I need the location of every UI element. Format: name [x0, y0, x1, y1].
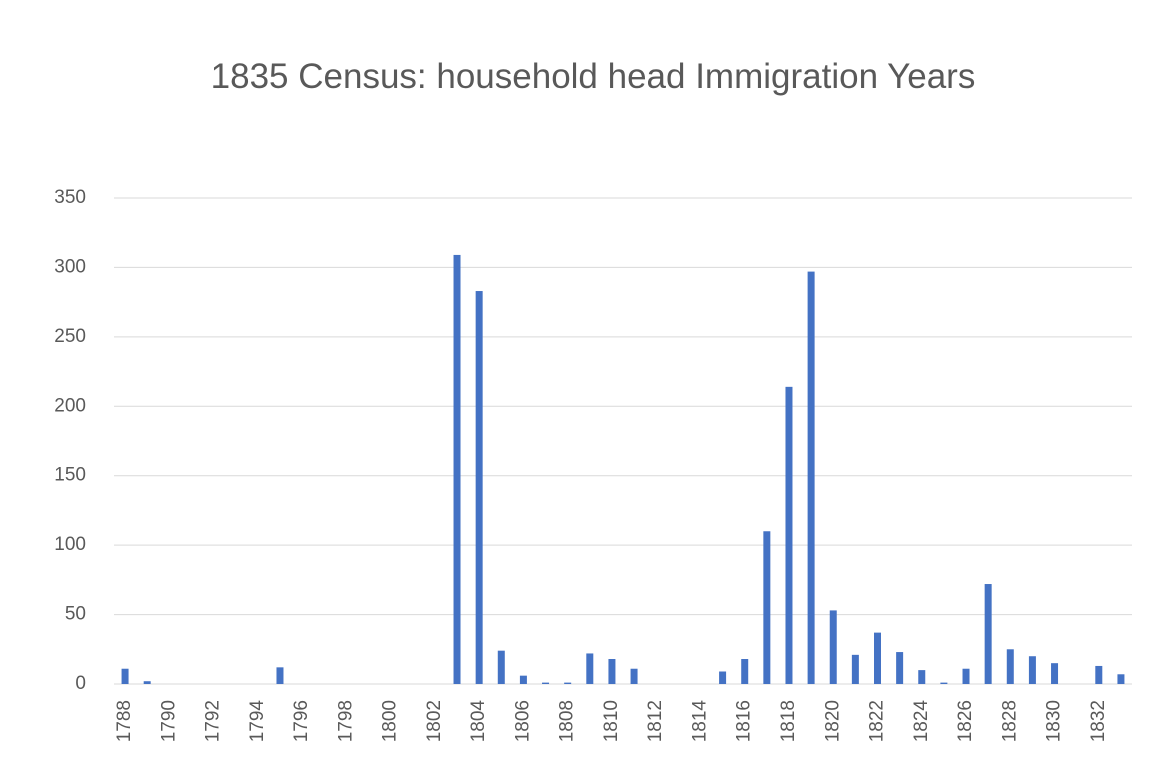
x-tick-label: 1802 — [424, 700, 445, 742]
chart-title: 1835 Census: household head Immigration … — [210, 57, 976, 96]
bar — [807, 271, 815, 684]
x-tick-label: 1822 — [867, 700, 888, 742]
bar — [763, 531, 771, 684]
bar — [962, 668, 970, 684]
x-tick-label: 1826 — [955, 700, 976, 742]
x-tick-label: 1790 — [158, 700, 179, 742]
x-tick-label: 1806 — [512, 700, 533, 742]
bar — [1028, 656, 1036, 684]
bar — [940, 682, 948, 684]
x-tick-label: 1820 — [822, 700, 843, 742]
y-tick-label: 150 — [54, 465, 86, 486]
bar — [143, 681, 151, 684]
x-tick-label: 1810 — [601, 700, 622, 742]
x-tick-label: 1828 — [999, 700, 1020, 742]
bar — [1117, 674, 1125, 684]
x-tick-label: 1800 — [380, 700, 401, 742]
bar — [851, 654, 859, 684]
y-tick-label: 50 — [65, 604, 86, 625]
x-tick-label: 1792 — [203, 700, 224, 742]
bar — [896, 652, 904, 684]
bar — [608, 659, 616, 684]
y-tick-label: 200 — [54, 395, 86, 416]
bar — [564, 682, 572, 684]
bar — [276, 667, 284, 684]
x-tick-label: 1794 — [247, 700, 268, 743]
x-tick-label: 1812 — [645, 700, 666, 742]
bar — [542, 682, 550, 684]
bar — [785, 386, 793, 684]
x-tick-label: 1832 — [1088, 700, 1109, 742]
y-tick-label: 100 — [54, 534, 86, 555]
bar — [874, 632, 881, 684]
x-tick-label: 1798 — [335, 700, 356, 742]
x-tick-label: 1818 — [778, 700, 799, 742]
x-tick-label: 1796 — [291, 700, 312, 742]
bar — [630, 668, 638, 684]
x-tick-label: 1816 — [734, 700, 755, 742]
y-tick-label: 0 — [75, 673, 86, 694]
bar — [453, 254, 461, 684]
y-tick-label: 250 — [54, 326, 86, 347]
bar — [121, 668, 129, 684]
bar — [984, 584, 992, 684]
bar — [519, 675, 527, 684]
x-tick-label: 1804 — [468, 700, 489, 743]
bar — [497, 650, 505, 684]
bar — [741, 659, 749, 684]
y-tick-label: 300 — [54, 256, 86, 277]
x-tick-label: 1830 — [1044, 700, 1065, 742]
bar — [918, 670, 926, 684]
x-tick-label: 1788 — [114, 700, 135, 742]
bar — [829, 610, 837, 684]
y-tick-label: 350 — [54, 187, 86, 208]
bar — [475, 291, 483, 684]
x-tick-label: 1808 — [557, 700, 578, 742]
x-tick-label: 1824 — [911, 700, 932, 743]
bar — [1006, 649, 1014, 684]
bar — [586, 653, 594, 684]
bar — [1095, 665, 1103, 684]
bar — [719, 671, 727, 684]
x-tick-label: 1814 — [689, 700, 710, 743]
bar — [1051, 663, 1059, 684]
